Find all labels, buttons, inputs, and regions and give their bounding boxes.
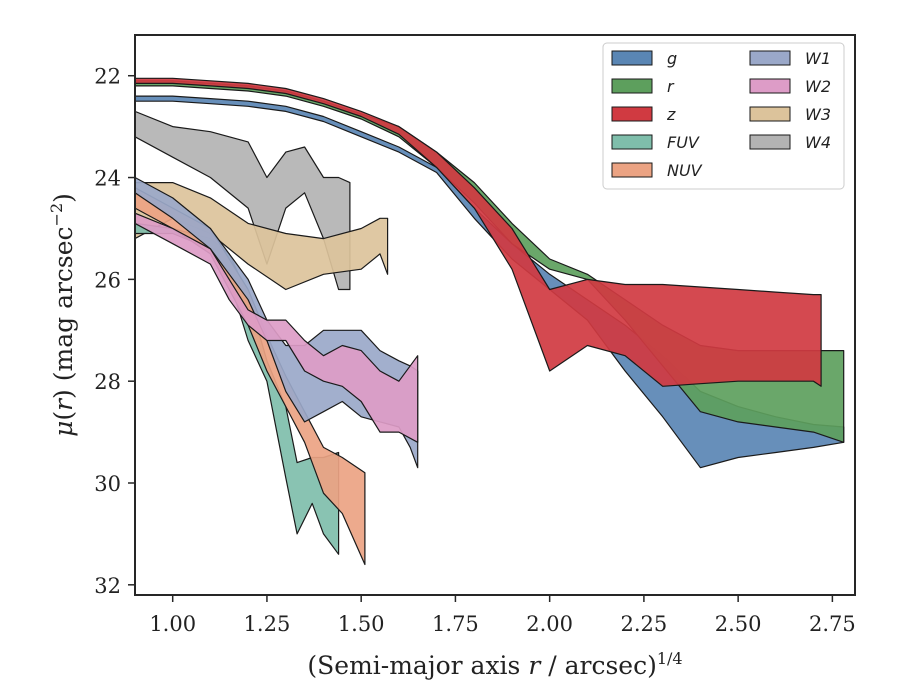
legend-swatch-w4 <box>749 134 791 150</box>
legend-swatch-nuv <box>611 162 653 178</box>
y-axis-label-rest: (mag arcsec <box>49 226 78 389</box>
y-tick-label: 22 <box>94 65 121 89</box>
y-axis-label-close: ) <box>49 389 78 399</box>
y-tick-label: 30 <box>94 472 121 496</box>
series-bands <box>135 77 845 566</box>
legend-swatch-w1 <box>749 50 791 66</box>
x-axis-label-sup: 1/4 <box>657 649 683 668</box>
x-axis-label: (Semi-major axis r / arcsec)1/4 <box>307 649 682 680</box>
x-tick-label: 2.00 <box>526 612 573 636</box>
x-axis-label-var: r <box>528 651 542 680</box>
x-tick-label: 1.75 <box>432 612 479 636</box>
legend-swatch-w3 <box>749 106 791 122</box>
x-tick-label: 2.25 <box>621 612 668 636</box>
y-tick-label: 24 <box>94 167 121 191</box>
y-axis-label-var: r <box>49 397 78 411</box>
y-tick-label: 32 <box>94 574 121 598</box>
band-w4 <box>135 110 351 291</box>
y-axis-label-mu: μ <box>49 421 78 437</box>
plot-frame <box>134 34 856 596</box>
x-tick-label: 2.50 <box>715 612 762 636</box>
x-axis-label-prefix: (Semi-major axis <box>307 651 528 680</box>
axis-ticks: 1.00 1.25 1.50 1.75 2.00 2.25 2.50 2.75 22 24 26 28… <box>94 65 855 636</box>
legend-label-r: r <box>667 77 675 96</box>
band-w2 <box>135 212 419 443</box>
y-axis-label-open: ( <box>49 411 78 421</box>
legend: grz FUV NUV W1 W2 W3 W4 <box>602 42 845 190</box>
legend-label-w1: W1 <box>805 49 831 68</box>
legend-label-fuv: FUV <box>667 133 700 152</box>
y-axis-label-sup: −2 <box>47 203 66 227</box>
legend-swatch-g <box>611 50 653 66</box>
x-tick-label: 2.75 <box>809 612 856 636</box>
x-tick-label: 1.50 <box>338 612 385 636</box>
legend-label-w2: W2 <box>805 77 831 96</box>
legend-swatch-r <box>611 78 653 94</box>
legend-label-nuv: NUV <box>667 161 703 180</box>
legend-label-z: z <box>666 105 676 124</box>
y-tick-label: 26 <box>94 268 121 292</box>
legend-label-w3: W3 <box>805 105 831 124</box>
x-tick-label: 1.00 <box>149 612 196 636</box>
y-axis-label-end: ) <box>49 193 78 203</box>
x-tick-label: 1.25 <box>244 612 291 636</box>
y-tick-label: 28 <box>94 370 121 394</box>
legend-swatch-w2 <box>749 78 791 94</box>
legend-swatch-z <box>611 106 653 122</box>
band-z <box>135 77 822 387</box>
y-axis-label: μ(r) (mag arcsec−2) <box>47 193 78 437</box>
legend-label-w4: W4 <box>805 133 831 152</box>
x-axis-label-mid: / arcsec) <box>540 651 657 680</box>
legend-swatch-fuv <box>611 134 653 150</box>
legend-label-g: g <box>667 49 677 68</box>
